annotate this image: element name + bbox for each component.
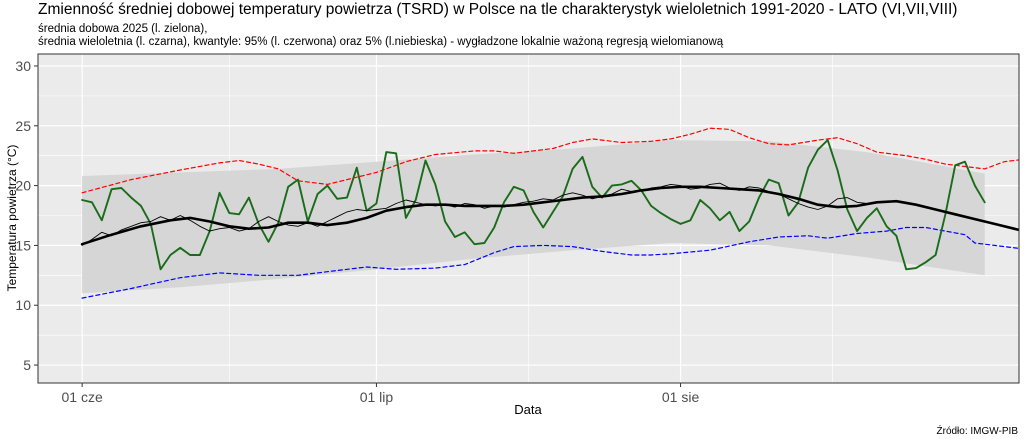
y-axis-label: Temperatura powietrza (°C) [5, 145, 19, 292]
plot-border [37, 53, 1020, 384]
x-tick-label: 01 sie [662, 389, 700, 405]
y-axis-ticks: 5 10 15 20 25 30 [15, 58, 38, 373]
y-tick-label: 20 [15, 178, 31, 194]
y-tick-label: 30 [15, 58, 31, 74]
chart-subtitle-line-2: średnia wieloletnia (l. czarna), kwantyl… [38, 36, 724, 48]
climate-band [82, 140, 985, 294]
chart-title: Zmienność średniej dobowej temperatury p… [38, 1, 958, 18]
x-tick-label: 01 lip [360, 389, 394, 405]
x-tick-label: 01 cze [62, 389, 103, 405]
source-note: Źródło: IMGW-PIB [936, 426, 1019, 437]
chart-lines [80, 127, 1019, 299]
x-axis-label: Data [514, 402, 542, 417]
quantile-band [82, 140, 985, 294]
y-tick-label: 15 [15, 237, 31, 253]
x-axis-ticks: 01 cze 01 lip 01 sie [62, 383, 700, 405]
y-tick-label: 25 [15, 118, 31, 134]
daily-2025-line [81, 139, 986, 271]
chart-subtitle-line-1: średnia dobowa 2025 (l. zielona), [38, 23, 208, 35]
y-tick-label: 10 [15, 297, 31, 313]
longterm-mean-smooth-line [80, 185, 1019, 246]
y-tick-label: 5 [23, 357, 31, 373]
quantile-5-line [81, 226, 1019, 299]
quantile-95-line [81, 127, 1019, 194]
